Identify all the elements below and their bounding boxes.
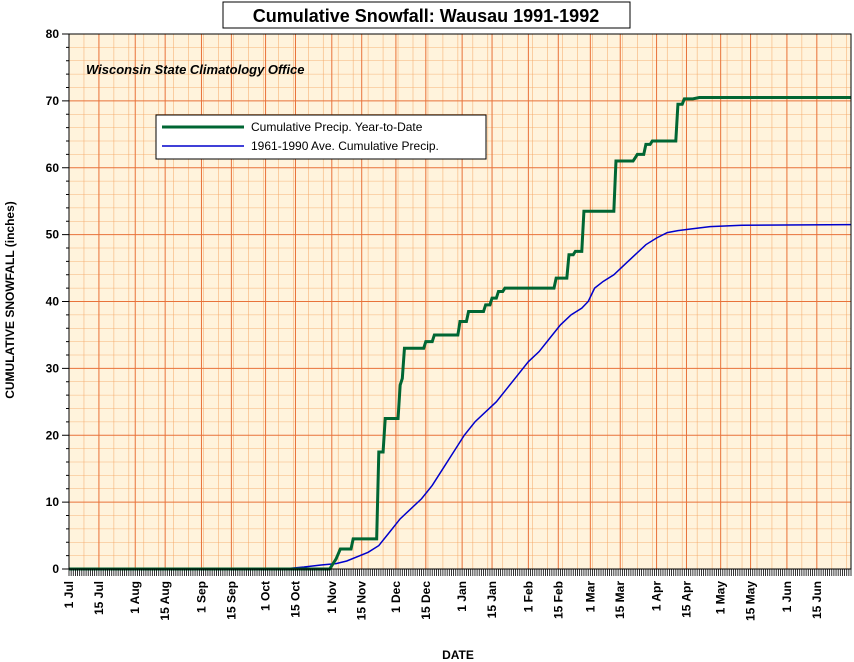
x-tick-label: 15 Feb [551,581,565,619]
x-tick-label: 15 Jul [92,581,106,615]
y-tick-label: 40 [46,295,60,309]
x-axis-label: DATE [442,648,474,662]
x-tick-label: 15 Dec [419,581,433,620]
y-tick-label: 60 [46,161,60,175]
x-tick-label: 1 Jan [455,581,469,612]
x-tick-label: 15 May [744,581,758,621]
x-tick-label: 1 Feb [521,581,535,612]
x-tick-label: 1 Dec [389,581,403,613]
chart-title: Cumulative Snowfall: Wausau 1991-1992 [253,6,599,26]
series-line-average [69,223,852,570]
y-tick-label: 10 [46,495,60,509]
y-tick-label: 50 [46,228,60,242]
y-tick-label: 30 [46,361,60,375]
series-layer [69,96,852,571]
y-tick-label: 0 [52,562,59,576]
x-tick-label: 1 Apr [650,581,664,612]
x-tick-label: 15 Nov [355,581,369,621]
legend-label-ytd: Cumulative Precip. Year-to-Date [251,120,423,134]
x-tick-label: 1 Mar [583,581,597,613]
x-tick-label: 15 Jun [810,581,824,619]
legend-box [155,114,487,160]
x-tick-label: 1 Jun [780,581,794,612]
annotation-text: Wisconsin State Climatology Office [86,62,305,77]
x-tick-label: 15 Aug [158,581,172,621]
x-tick-label: 1 May [714,581,728,615]
x-tick-label: 1 Nov [325,581,339,614]
x-tick-label: 1 Sep [194,581,208,613]
title-box [222,1,631,29]
y-tick-label: 20 [46,428,60,442]
x-tick-label: 1 Oct [259,581,273,611]
x-tick-label: 15 Mar [613,581,627,619]
y-axis: 0 10 20 30 40 50 60 70 80 [46,27,69,576]
x-axis: 1 Jul 15 Jul 1 Aug 15 Aug 1 Sep 15 Sep 1 Oct 15… [62,569,852,621]
legend: Cumulative Precip. Year-to-Date 1961-199… [155,114,487,160]
y-tick-label: 70 [46,94,60,108]
x-tick-label: 1 Aug [128,581,142,614]
x-tick-label: 15 Apr [679,581,693,618]
x-tick-label: 15 Sep [224,581,238,620]
series-line-ytd [69,96,851,571]
plot-frame [68,33,852,570]
legend-label-average: 1961-1990 Ave. Cumulative Precip. [251,139,439,153]
y-axis-label: CUMULATIVE SNOWFALL (inches) [3,201,17,399]
x-tick-label: 1 Jul [62,581,76,608]
x-tick-label: 15 Oct [288,581,302,618]
y-tick-label: 80 [46,27,60,41]
x-tick-label: 15 Jan [485,581,499,618]
